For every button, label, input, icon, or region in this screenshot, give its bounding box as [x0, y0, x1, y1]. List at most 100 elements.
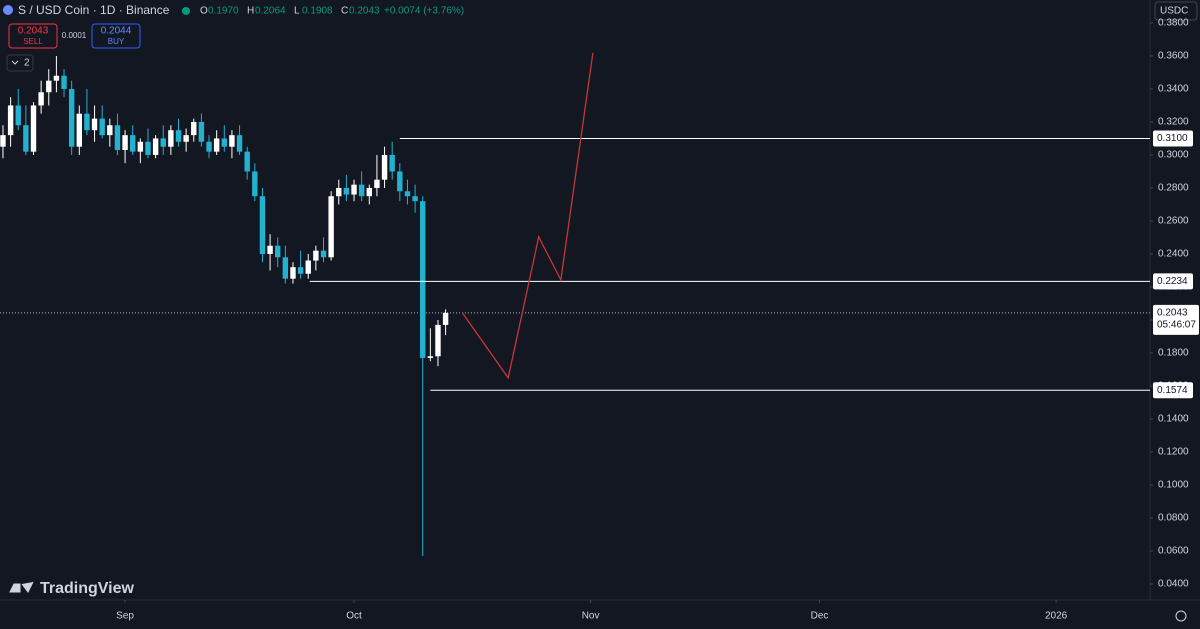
candle-body	[381, 154, 388, 180]
candle-body	[442, 312, 449, 325]
spread: 0.0001	[62, 31, 87, 40]
y-tick-label: 0.0600	[1158, 546, 1189, 557]
candle-body	[15, 105, 21, 126]
candle-body	[84, 113, 90, 131]
countdown: 05:46:07	[1157, 320, 1196, 331]
projection-path	[461, 52, 594, 380]
y-tick-label: 0.2600	[1158, 216, 1189, 227]
candle-body	[290, 267, 296, 279]
sell-button[interactable]	[8, 23, 58, 49]
candle-body	[168, 130, 174, 147]
symbol-title[interactable]: S / USD Coin · 1D · Binance	[18, 3, 170, 17]
legend-key: O	[200, 6, 208, 17]
candle-body	[137, 141, 144, 152]
y-tick-label: 0.3000	[1158, 150, 1189, 161]
buy-price: 0.2044	[101, 26, 132, 37]
candle-body	[175, 130, 182, 142]
level-label-box	[1153, 130, 1193, 147]
level-label: 0.1574	[1157, 385, 1188, 396]
candle-body	[23, 125, 29, 152]
legend-value: 0.1970	[208, 6, 239, 17]
candle-body	[229, 135, 235, 147]
candle-body	[320, 250, 327, 258]
candle-body	[221, 138, 227, 147]
candle-body	[160, 138, 166, 147]
currency: USDC	[1160, 6, 1188, 17]
indicator-toggle[interactable]	[6, 54, 34, 72]
candle-body	[267, 245, 273, 254]
candle-body	[351, 184, 357, 195]
symbol-icon[interactable]	[3, 5, 13, 15]
candle-body	[427, 356, 434, 358]
candle-body	[213, 138, 220, 152]
candle-body	[343, 187, 350, 195]
candle-body	[275, 245, 281, 258]
legend-value: 0.2064	[255, 6, 286, 17]
candle-body	[328, 196, 334, 258]
candle-body	[114, 125, 121, 150]
candle-body	[0, 135, 6, 147]
legend-change: +0.0074 (+3.76%)	[384, 6, 464, 17]
legend-key: L	[294, 6, 300, 17]
y-tick-label: 0.3600	[1158, 51, 1189, 62]
candle-body	[236, 135, 243, 152]
candle-body	[336, 187, 342, 197]
candle-body	[76, 113, 82, 147]
candle-body	[297, 267, 304, 274]
y-tick-label: 0.3400	[1158, 84, 1189, 95]
currency-button[interactable]	[1154, 1, 1198, 21]
settings-icon[interactable]	[1175, 610, 1187, 622]
y-tick-label: 0.2400	[1158, 249, 1189, 260]
candle-body	[206, 141, 212, 152]
buy-button[interactable]	[91, 23, 141, 49]
x-tick-label: 2026	[1045, 611, 1068, 622]
y-tick-label: 0.1800	[1158, 348, 1189, 359]
level-label: 0.3100	[1157, 133, 1188, 144]
brand-logo	[9, 581, 34, 593]
candle-body	[61, 75, 67, 89]
y-tick-label: 0.2800	[1158, 183, 1189, 194]
market-status	[182, 7, 190, 15]
current-price-label: 0.2043	[1157, 308, 1188, 319]
candle-body	[358, 184, 365, 197]
buy-label: BUY	[108, 37, 125, 46]
candle-body	[259, 196, 266, 254]
y-tick-label: 0.1000	[1158, 480, 1189, 491]
candle-body	[397, 171, 403, 192]
legend-key: C	[341, 6, 348, 17]
candle-body	[412, 196, 418, 202]
legend-value: 0.1908	[302, 6, 333, 17]
candle-body	[389, 154, 395, 172]
candle-body	[282, 257, 289, 279]
candle-body	[91, 118, 98, 131]
current-price-box	[1153, 304, 1199, 335]
candle-body	[244, 151, 250, 172]
chevron-icon	[11, 60, 19, 65]
candle-body	[99, 118, 105, 136]
x-tick-label: Sep	[116, 611, 134, 622]
brand: TradingView	[40, 580, 135, 597]
candle-body	[420, 201, 426, 358]
candle-body	[313, 250, 319, 261]
x-tick-label: Dec	[811, 611, 829, 622]
legend-value: 0.2043	[349, 6, 380, 17]
candle-body	[404, 191, 411, 197]
y-tick-label: 0.0800	[1158, 513, 1189, 524]
candle-body	[122, 135, 128, 150]
candle-body	[374, 179, 380, 188]
candle-body	[107, 125, 113, 136]
candle-body	[183, 135, 189, 142]
candle-body	[366, 187, 372, 197]
y-tick-label: 0.1400	[1158, 414, 1189, 425]
legend-key: H	[247, 6, 254, 17]
candle-body	[53, 75, 60, 81]
level-label-box	[1153, 273, 1193, 290]
candle-body	[130, 135, 136, 152]
candle-body	[435, 324, 441, 357]
candle-body	[252, 171, 258, 197]
level-label-box	[1153, 382, 1193, 399]
candle-body	[152, 138, 159, 155]
sell-label: SELL	[23, 37, 43, 46]
